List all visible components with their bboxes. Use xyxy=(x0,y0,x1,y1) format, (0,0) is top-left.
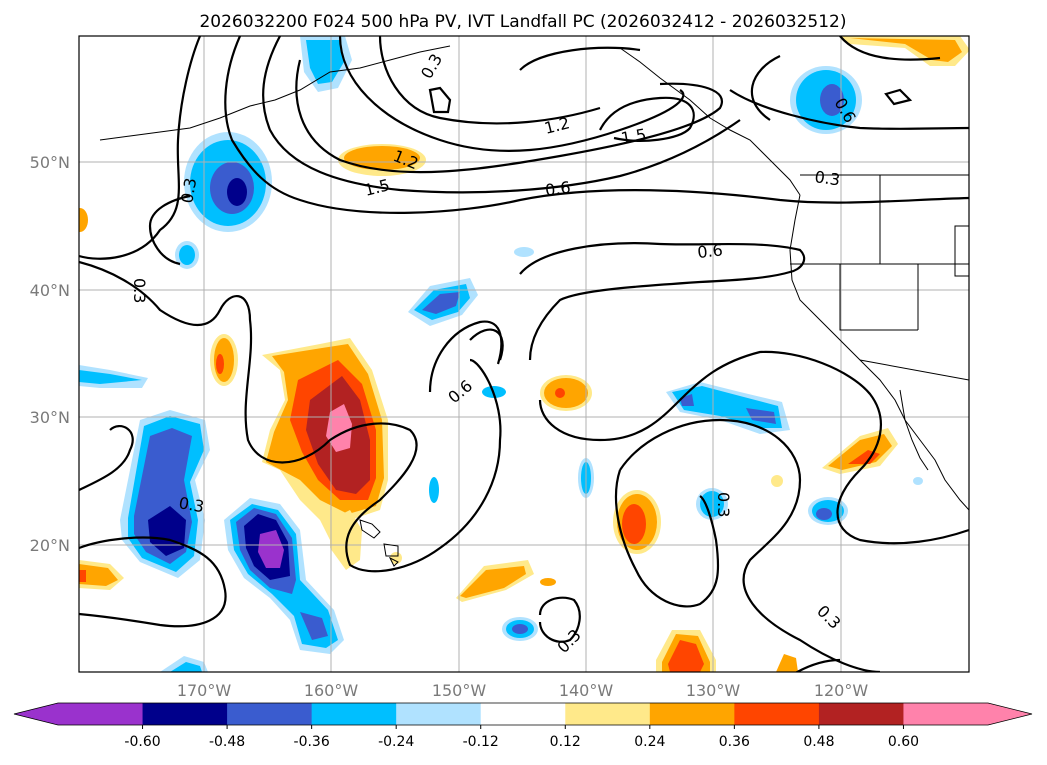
colorbar-cell xyxy=(818,703,904,725)
contour-label: 0.3 xyxy=(714,492,733,517)
pv-blob-north-top xyxy=(300,36,352,92)
lon-label: 150°W xyxy=(432,681,487,700)
map-content xyxy=(79,36,969,672)
lat-labels: 50°N 40°N 30°N 20°N xyxy=(30,153,70,555)
pv-blob-main-positive xyxy=(262,338,388,540)
lon-label: 170°W xyxy=(177,681,232,700)
lat-label: 40°N xyxy=(30,281,70,300)
colorbar-cell xyxy=(396,703,482,725)
pv-blob-orange-south xyxy=(613,490,661,554)
lat-label: 50°N xyxy=(30,153,70,172)
pv-blob-sliver xyxy=(429,477,439,503)
colorbar-extend-left xyxy=(14,703,58,725)
colorbar-extend-right xyxy=(988,703,1032,725)
pv-blob-blue-lower xyxy=(502,617,538,641)
colorbar-tick-label: -0.36 xyxy=(294,734,330,750)
lon-label: 160°W xyxy=(304,681,359,700)
lon-label: 140°W xyxy=(559,681,614,700)
colorbar-tick-label: 0.24 xyxy=(634,734,665,750)
coastlines xyxy=(99,45,969,567)
colorbar-cell xyxy=(311,703,397,725)
pv-blob-orange-corner xyxy=(776,654,798,672)
pv-blob-small-west xyxy=(175,241,199,269)
pv-contours xyxy=(79,36,969,672)
contour-label: 0.6 xyxy=(544,178,572,200)
colorbar-cell xyxy=(565,703,651,725)
contour-label: 0.3 xyxy=(130,278,149,303)
pv-blob-blue-southeast xyxy=(808,497,848,525)
colorbar-tick-label: -0.60 xyxy=(124,734,160,750)
lon-labels: 170°W 160°W 150°W 140°W 130°W 120°W xyxy=(177,681,869,700)
colorbar-cell xyxy=(480,703,566,725)
pv-blob-orange-central xyxy=(540,375,592,411)
pv-blob-orange-north xyxy=(338,144,426,176)
colorbar-tick-label: -0.12 xyxy=(463,734,499,750)
lon-label: 130°W xyxy=(686,681,741,700)
pv-blob-dot-east xyxy=(913,477,923,485)
pv-blob-orange-bottom xyxy=(656,630,716,672)
gridlines xyxy=(79,36,969,672)
colorbar-outline xyxy=(13,702,1033,726)
pv-blob-west-band xyxy=(79,365,148,388)
pv-blob-south-central xyxy=(224,498,344,654)
pv-blob-mini xyxy=(540,578,556,586)
contour-label: 0.3 xyxy=(813,167,841,189)
contour-label: 0.3 xyxy=(177,176,200,204)
lat-label: 20°N xyxy=(30,536,70,555)
pv-blob-orange-small xyxy=(210,334,238,386)
colorbar-tick-label: 0.48 xyxy=(803,734,834,750)
pv-blob-southwest xyxy=(120,410,210,578)
pv-blob-orange-west xyxy=(79,560,124,590)
colorbar-tick-label: 0.60 xyxy=(888,734,919,750)
colorbar-cell xyxy=(58,703,144,725)
colorbar-cell xyxy=(227,703,313,725)
colorbar-tick-label: 0.36 xyxy=(719,734,750,750)
lat-label: 30°N xyxy=(30,408,70,427)
pv-blob-tiny xyxy=(514,247,534,257)
colorbar-cell xyxy=(734,703,820,725)
lon-label: 120°W xyxy=(814,681,869,700)
contour-label: 0.6 xyxy=(696,240,723,262)
contour-label: 0.3 xyxy=(177,493,205,516)
colorbar-tick-label: -0.24 xyxy=(378,734,414,750)
colorbar-cell xyxy=(142,703,228,725)
figure-title: 2026032200 F024 500 hPa PV, IVT Landfall… xyxy=(199,12,846,32)
colorbar: -0.60 -0.48 -0.36 -0.24 -0.12 0.12 0.24 0.36 0.4… xyxy=(13,702,1033,750)
pv-blob-hawaii-dot xyxy=(390,552,402,564)
colorbar-cell xyxy=(649,703,735,725)
pv-blob-edge-west xyxy=(79,208,88,232)
pv-blob-orange-lower xyxy=(456,560,534,602)
pv-blob-blue-south xyxy=(696,488,728,520)
pv-blob-blue-bottom xyxy=(160,656,208,672)
colorbar-tick-label: -0.48 xyxy=(209,734,245,750)
map-frame xyxy=(78,35,970,673)
colorbar-cell xyxy=(903,703,989,725)
colorbar-tick-label: 0.12 xyxy=(550,734,581,750)
pv-blob-dot xyxy=(771,475,783,487)
contour-label: 1.5 xyxy=(619,125,647,148)
